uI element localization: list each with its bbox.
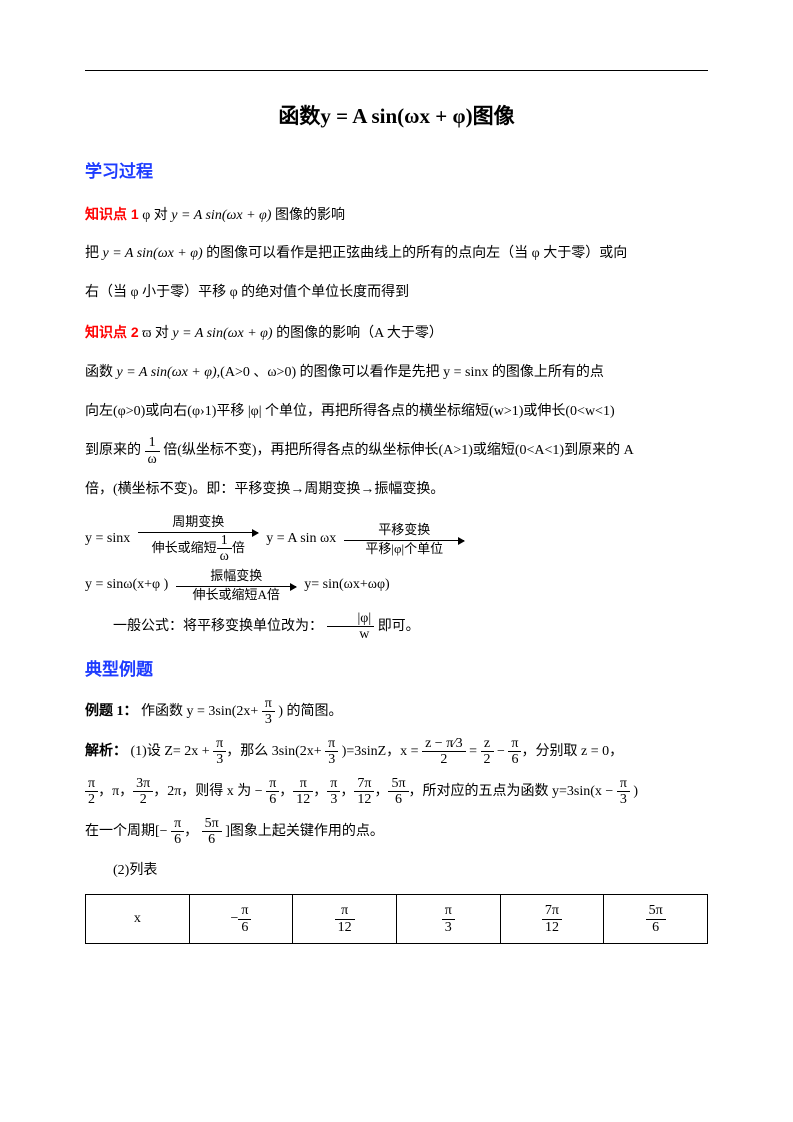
diag-line2a: y = sinω(x+φ ) [85, 570, 168, 601]
table-cell: π12 [293, 895, 397, 944]
kp1-text-a: φ 对 [142, 208, 171, 223]
p2a-post: ,(A>0 、ω>0) 的图像可以看作是先把 y = sinx 的图像上所有的点 [217, 365, 604, 380]
section-learning-process: 学习过程 [85, 153, 708, 190]
p2c-post: 倍(纵坐标不变)，再把所得各点的纵坐标伸长(A>1)或缩短(0<A<1)到原来的… [160, 443, 634, 458]
ex1-text-b: ) 的简图。 [275, 704, 343, 719]
p1a: 把 [85, 246, 103, 261]
table-cell: 5π6 [604, 895, 708, 944]
p1b: 的图像可以看作是把正弦曲线上的所有的点向左（当 φ 大于零）或向 [203, 246, 628, 261]
value-table: x −π6 π12 π3 7π12 5π6 [85, 894, 708, 944]
general-post: 即可。 [378, 619, 420, 634]
ex1-label: 例题 1： [85, 704, 138, 719]
arrow-period-transform: 周期变换 伸长或缩短1ω倍 [138, 514, 258, 564]
diagram-line-2: y = sinω(x+φ ) 振幅变换 伸长或缩短A倍 y= sin(ωx+ωφ… [85, 568, 708, 602]
knowledge-point-1: 知识点 1 φ 对 y = A sin(ωx + φ) 图像的影响 [85, 199, 708, 232]
frac-absphi-over-w: |φ|w [327, 611, 375, 643]
p2a-eq: y = A sin(ωx + φ) [117, 365, 217, 380]
page-title: 函数y = A sin(ωx + φ)图像 [85, 93, 708, 139]
section-examples: 典型例题 [85, 651, 708, 688]
kp1-label: 知识点 1 [85, 206, 139, 222]
page-top-rule [85, 70, 708, 71]
frac-pi-3: π3 [262, 696, 275, 728]
diag-mid1: y = A sin ωx [266, 524, 336, 555]
general-formula: 一般公式：将平移变换单位改为： |φ|w 即可。 [85, 611, 708, 643]
kp2-label: 知识点 2 [85, 324, 139, 340]
ex1-text-a: 作函数 y = 3sin(2x+ [141, 704, 262, 719]
kp2-paragraph-3: 到原来的 1ω 倍(纵坐标不变)，再把所得各点的纵坐标伸长(A>1)或缩短(0<… [85, 435, 708, 467]
kp2-text-b: 的图像的影响（A 大于零） [273, 326, 443, 341]
frac-1-over-omega: 1ω [145, 435, 160, 467]
diag-start: y = sinx [85, 524, 130, 555]
analysis-label: 解析： [85, 744, 127, 759]
table-cell: 7π12 [500, 895, 604, 944]
analysis-line-3: 在一个周期[− π6， 5π6 ]图象上起关键作用的点。 [85, 816, 708, 848]
kp1-text-b: 图像的影响 [271, 208, 345, 223]
kp2-eq: y = A sin(ωx + φ) [172, 326, 272, 341]
title-eq: y = A sin(ωx + φ) [320, 104, 472, 128]
table-header-x: x [86, 895, 190, 944]
table-label: (2)列表 [85, 856, 708, 887]
kp1-paragraph-2: 右（当 φ 小于零）平移 φ 的绝对值个单位长度而得到 [85, 278, 708, 309]
p2a-pre: 函数 [85, 365, 117, 380]
arrow-shift-transform: 平移变换 平移|φ|个单位 [344, 522, 464, 556]
p2c-pre: 到原来的 [85, 443, 145, 458]
table-cell: π3 [396, 895, 500, 944]
arrow-amplitude-transform: 振幅变换 伸长或缩短A倍 [176, 568, 296, 602]
kp1-paragraph-1: 把 y = A sin(ωx + φ) 的图像可以看作是把正弦曲线上的所有的点向… [85, 239, 708, 270]
kp2-paragraph-2: 向左(φ>0)或向右(φ›1)平移 |φ| 个单位，再把所得各点的横坐标缩短(w… [85, 397, 708, 428]
analysis-line-1: 解析： (1)设 Z= 2x + π3，那么 3sin(2x+ π3 )=3si… [85, 736, 708, 768]
kp2-paragraph-1: 函数 y = A sin(ωx + φ),(A>0 、ω>0) 的图像可以看作是… [85, 358, 708, 389]
table-cell: −π6 [189, 895, 293, 944]
diag-line2b: y= sin(ωx+ωφ) [304, 570, 389, 601]
table-row: x −π6 π12 π3 7π12 5π6 [86, 895, 708, 944]
kp2-paragraph-4: 倍，(横坐标不变)。即：平移变换→周期变换→振幅变换。 [85, 475, 708, 506]
p1-eq: y = A sin(ωx + φ) [103, 246, 203, 261]
kp1-eq: y = A sin(ωx + φ) [171, 208, 271, 223]
example-1: 例题 1： 作函数 y = 3sin(2x+ π3 ) 的简图。 [85, 696, 708, 728]
title-pre: 函数 [278, 104, 320, 128]
knowledge-point-2: 知识点 2 ϖ 对 y = A sin(ωx + φ) 的图像的影响（A 大于零… [85, 317, 708, 350]
analysis-line-2: π2，π，3π2，2π，则得 x 为 − π6，π12，π3，7π12，5π6，… [85, 776, 708, 808]
general-pre: 一般公式：将平移变换单位改为： [113, 619, 323, 634]
title-post: 图像 [473, 104, 515, 128]
diagram-line-1: y = sinx 周期变换 伸长或缩短1ω倍 y = A sin ωx 平移变换… [85, 514, 708, 564]
kp2-text-a: ϖ 对 [142, 326, 172, 341]
